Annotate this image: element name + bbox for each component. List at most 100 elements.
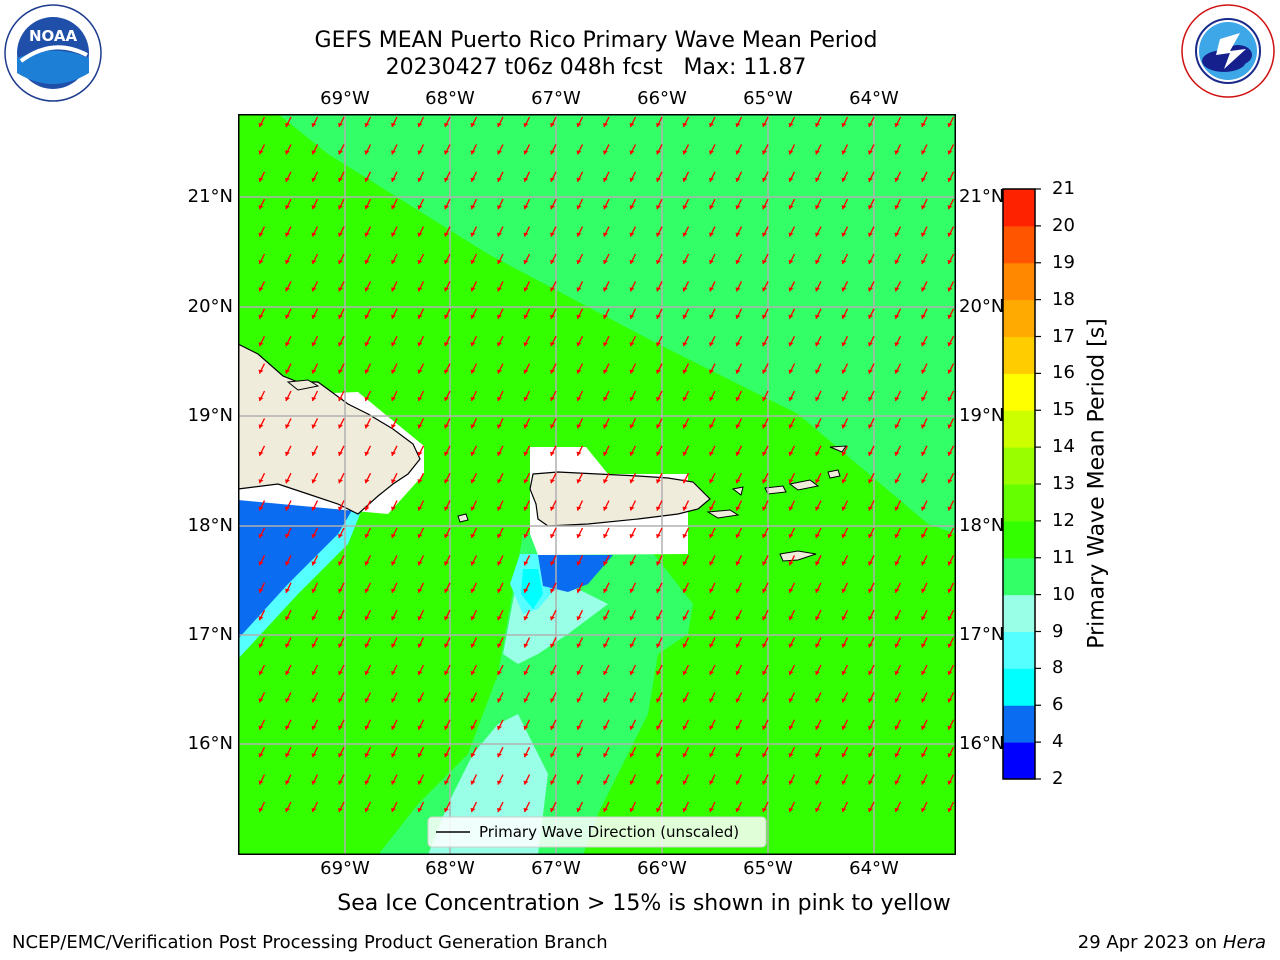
wave-arrow: [868, 363, 875, 374]
colorbar-label: Primary Wave Mean Period [s]: [1084, 318, 1110, 649]
wave-arrow: [709, 500, 716, 511]
wave-arrow: [815, 664, 822, 676]
wave-arrow: [788, 335, 796, 347]
wave-arrow: [523, 144, 531, 155]
wave-arrow: [444, 144, 451, 155]
wave-arrow: [417, 445, 425, 457]
wave-arrow: [258, 253, 266, 265]
wave-arrow: [311, 198, 319, 210]
wave-arrow: [391, 609, 398, 621]
lon-label-bottom: 65°W: [743, 858, 793, 879]
wave-arrow: [841, 472, 849, 484]
wave-arrow: [550, 363, 557, 374]
vieques: [706, 509, 740, 519]
wave-arrow: [364, 692, 372, 703]
wave-arrow: [285, 144, 292, 155]
wave-arrow: [576, 582, 584, 594]
nws-logo: [1180, 3, 1276, 99]
wave-arrow: [629, 308, 637, 320]
wave-arrow: [550, 637, 557, 648]
wave-arrow: [470, 774, 478, 785]
wave-arrow: [841, 664, 849, 676]
wave-arrow: [656, 801, 663, 813]
colorbar-segment: [1003, 742, 1035, 780]
wave-arrow: [788, 582, 796, 594]
wave-arrow: [629, 116, 637, 128]
wave-arrow: [947, 171, 955, 183]
wave-arrow: [391, 116, 398, 128]
wave-arrow: [417, 144, 425, 155]
wave-arrow: [735, 144, 743, 155]
wave-arrow: [656, 198, 663, 210]
wave-arrow: [576, 774, 584, 785]
wave-arrow: [841, 774, 849, 785]
wave-arrow: [709, 555, 716, 566]
wave-arrow: [762, 253, 769, 265]
wave-arrow: [682, 527, 690, 539]
wave-arrow: [921, 774, 928, 785]
wave-arrow: [815, 746, 822, 758]
wave-arrow: [444, 472, 451, 484]
wave-arrow: [258, 774, 266, 785]
wave-arrow: [788, 500, 796, 511]
wave-arrow: [921, 445, 928, 457]
wave-arrow: [788, 637, 796, 648]
wave-arrow: [603, 308, 610, 320]
wave-arrow: [656, 253, 663, 265]
wave-arrow: [921, 335, 928, 347]
wave-arrow: [709, 253, 716, 265]
wave-arrow: [788, 171, 796, 183]
wave-arrow: [523, 527, 531, 539]
wave-arrow: [603, 281, 610, 292]
wave-arrow: [417, 527, 425, 539]
wave-arrow: [656, 555, 663, 566]
wave-arrow: [523, 253, 531, 265]
wave-arrow: [417, 198, 425, 210]
wave-arrow: [550, 664, 557, 676]
wave-arrow: [709, 527, 716, 539]
wave-arrow: [523, 555, 531, 566]
wave-arrow: [285, 555, 292, 566]
wave-arrow: [947, 719, 955, 731]
wave-arrow: [709, 390, 716, 402]
wave-arrow: [868, 445, 875, 457]
wave-arrow: [682, 637, 690, 648]
wave-arrow: [285, 226, 292, 237]
wave-arrow: [258, 609, 266, 621]
wave-arrow: [709, 116, 716, 128]
wave-arrow: [735, 253, 743, 265]
wave-arrow: [338, 500, 345, 511]
wave-arrow: [682, 418, 690, 429]
wave-arrow: [523, 418, 531, 429]
wave-arrow: [444, 719, 451, 731]
wave-arrow: [868, 527, 875, 539]
wave-arrow: [523, 335, 531, 347]
wave-arrow: [762, 637, 769, 648]
wave-arrow: [311, 253, 319, 265]
wave-arrow: [656, 281, 663, 292]
wave-arrow: [338, 527, 345, 539]
footer-date: 29 Apr 2023 on: [1077, 932, 1223, 953]
wave-arrow: [762, 774, 769, 785]
lon-label-bottom: 66°W: [637, 858, 687, 879]
wave-arrow: [497, 472, 504, 484]
wave-arrow: [868, 609, 875, 621]
wave-arrow: [788, 801, 796, 813]
wave-arrow: [682, 281, 690, 292]
lat-label-right: 16°N: [959, 733, 1005, 754]
lon-label-top: 67°W: [531, 88, 581, 109]
wave-arrow: [338, 609, 345, 621]
wave-arrow: [364, 171, 372, 183]
wave-arrow: [338, 637, 345, 648]
wave-arrow: [735, 116, 743, 128]
wave-arrow: [576, 418, 584, 429]
wave-arrow: [815, 527, 822, 539]
wave-arrow: [523, 281, 531, 292]
wave-arrow: [629, 363, 637, 374]
wave-arrow: [735, 308, 743, 320]
wave-arrow: [682, 664, 690, 676]
wave-arrow: [338, 555, 345, 566]
wave-arrow: [682, 226, 690, 237]
wave-arrow: [285, 472, 292, 484]
wave-arrow: [815, 692, 822, 703]
